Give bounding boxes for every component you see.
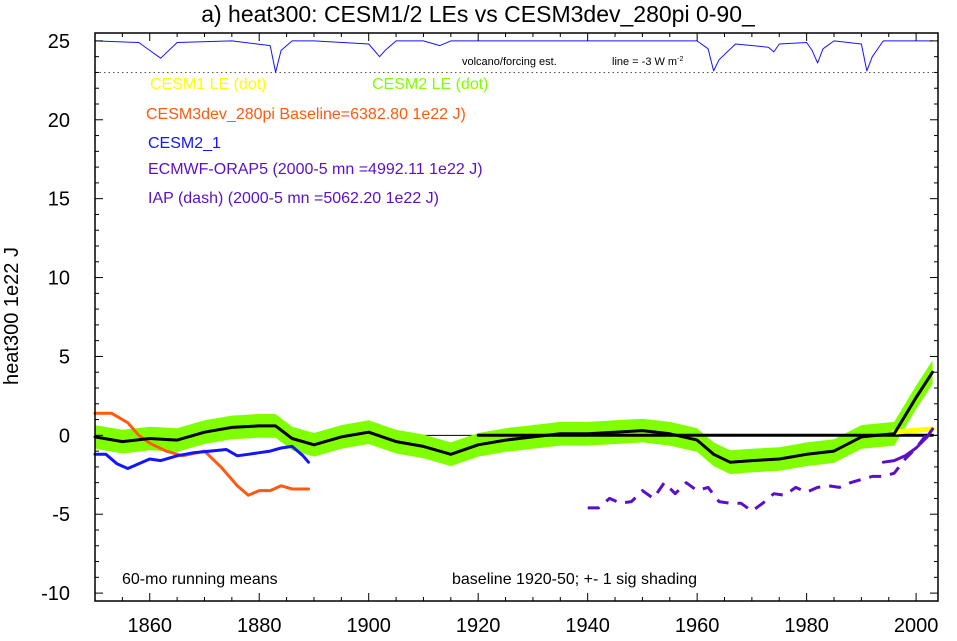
cesm1-le-line — [891, 426, 935, 435]
legend-cesm2-le: CESM2 LE (dot) — [372, 76, 488, 93]
y-tick-label: 0 — [59, 425, 70, 447]
plot-frame — [94, 32, 939, 602]
cesm2-1-line — [93, 444, 310, 470]
x-tick-label: 1920 — [456, 615, 501, 637]
baseline-note: baseline 1920-50; +- 1 sig shading — [452, 571, 697, 588]
cesm3dev-280pi-line — [93, 411, 310, 497]
line-label: line = -3 W m-2 — [612, 56, 683, 68]
x-tick-label: 1900 — [346, 615, 391, 637]
y-tick-label: 10 — [48, 268, 70, 290]
y-tick-label: -5 — [52, 504, 70, 526]
legend-cesm3dev: CESM3dev_280pi Baseline=6382.80 1e22 J) — [146, 106, 466, 123]
volcano-forcing-est-line — [94, 40, 933, 73]
line-label-text: line = -3 W m — [612, 56, 677, 68]
legend-cesm2-1: CESM2_1 — [148, 135, 221, 152]
y-tick-label: 20 — [48, 110, 70, 132]
legend-ecmwf-orap5: ECMWF-ORAP5 (2000-5 mn =4992.11 1e22 J) — [148, 161, 483, 178]
y-tick-label: 5 — [59, 346, 70, 368]
legend: CESM1 LE (dot) CESM2 LE (dot) CESM3dev_2… — [146, 76, 488, 207]
annotations: volcano/forcing est. line = -3 W m-2 60-… — [122, 56, 697, 588]
legend-iap: IAP (dash) (2000-5 mn =5062.20 1e22 J) — [148, 190, 439, 207]
x-tick-label: 1880 — [237, 615, 282, 637]
y-tick-label: 15 — [48, 189, 70, 211]
iap-line — [587, 429, 934, 513]
y-tick-label: -10 — [41, 583, 70, 605]
volcano-label: volcano/forcing est. — [462, 56, 557, 68]
x-tick-label: 1940 — [565, 615, 610, 637]
running-means-note: 60-mo running means — [122, 571, 278, 588]
legend-cesm1-le: CESM1 LE (dot) — [150, 76, 266, 93]
plot-area — [93, 40, 938, 513]
x-tick-label: 1960 — [675, 615, 720, 637]
axis-ticks: 1860 1880 1900 1920 1940 1960 1980 2000 -10 -5 0 5 1… — [41, 31, 938, 637]
y-axis-label: heat300 1e22 J — [1, 247, 23, 385]
line-label-superscript: -2 — [677, 56, 683, 63]
y-tick-label: 25 — [48, 31, 70, 53]
chart-title: a) heat300: CESM1/2 LEs vs CESM3dev_280p… — [201, 1, 756, 27]
cesm2-le-mean-line — [93, 370, 934, 464]
x-tick-label: 1860 — [127, 615, 172, 637]
x-tick-label: 1980 — [784, 615, 829, 637]
cesm2-le-spread-1-sig-band — [95, 360, 933, 474]
x-tick-label: 2000 — [894, 615, 939, 637]
